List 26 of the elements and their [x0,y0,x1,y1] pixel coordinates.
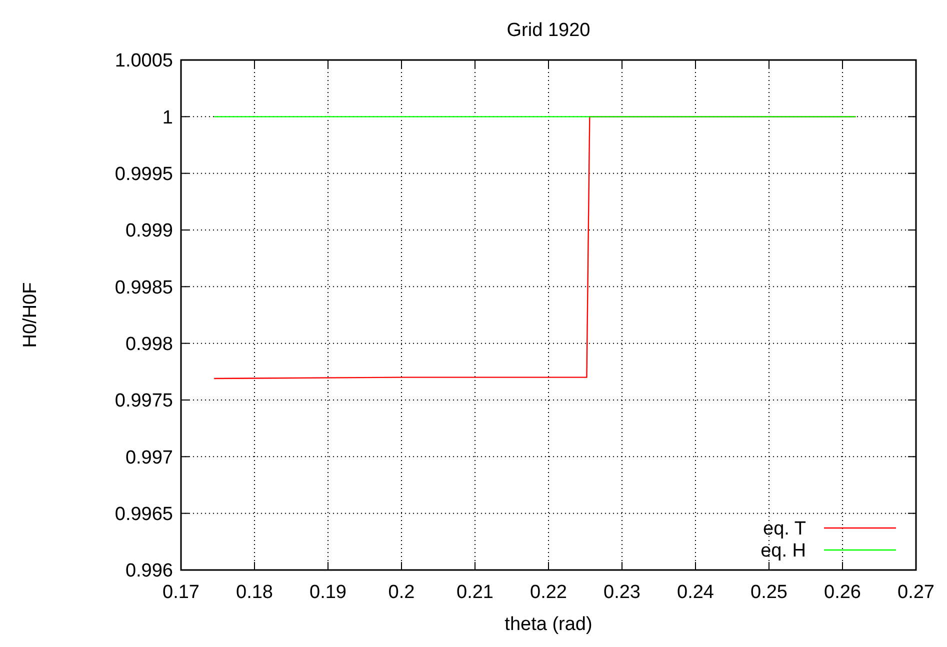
x-tick-label: 0.17 [162,582,200,603]
y-axis-title: H0/H0F [20,282,41,348]
x-tick-label: 0.23 [604,582,640,603]
y-tick-label: 0.9985 [114,277,173,298]
y-tick-label: 1 [162,107,173,128]
x-axis-title: theta (rad) [504,614,592,635]
y-tick-label: 0.9975 [114,390,173,412]
y-tick-label: 0.999 [125,220,173,242]
x-tick-label: 0.19 [310,582,346,603]
y-tick-label: 0.997 [125,447,173,468]
x-tick-label: 0.27 [898,582,934,603]
chart-title: Grid 1920 [506,20,590,41]
x-tick-label: 0.25 [750,582,788,603]
x-tick-label: 0.26 [824,582,861,603]
y-tick-label: 0.996 [125,560,173,582]
x-tick-label: 0.18 [236,582,273,603]
legend-label: eq. T [763,518,806,540]
legend-label: eq. H [760,540,806,562]
y-tick-label: 0.9965 [114,504,173,525]
x-tick-label: 0.21 [456,582,494,603]
y-tick-label: 0.998 [125,334,173,355]
x-tick-label: 0.2 [388,582,415,603]
x-tick-label: 0.22 [530,582,567,603]
y-tick-label: 1.0005 [114,50,173,72]
y-tick-label: 0.9995 [114,164,173,185]
x-tick-label: 0.24 [677,582,714,603]
